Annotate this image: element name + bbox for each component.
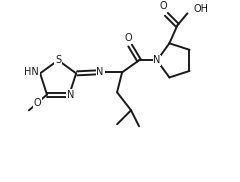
- Text: S: S: [55, 55, 61, 65]
- Text: N: N: [96, 67, 104, 77]
- Text: OH: OH: [193, 4, 208, 14]
- Text: N: N: [153, 55, 161, 65]
- Text: O: O: [124, 33, 132, 43]
- Text: O: O: [34, 98, 42, 108]
- Text: N: N: [66, 90, 74, 100]
- Text: O: O: [160, 1, 167, 11]
- Text: HN: HN: [24, 67, 39, 77]
